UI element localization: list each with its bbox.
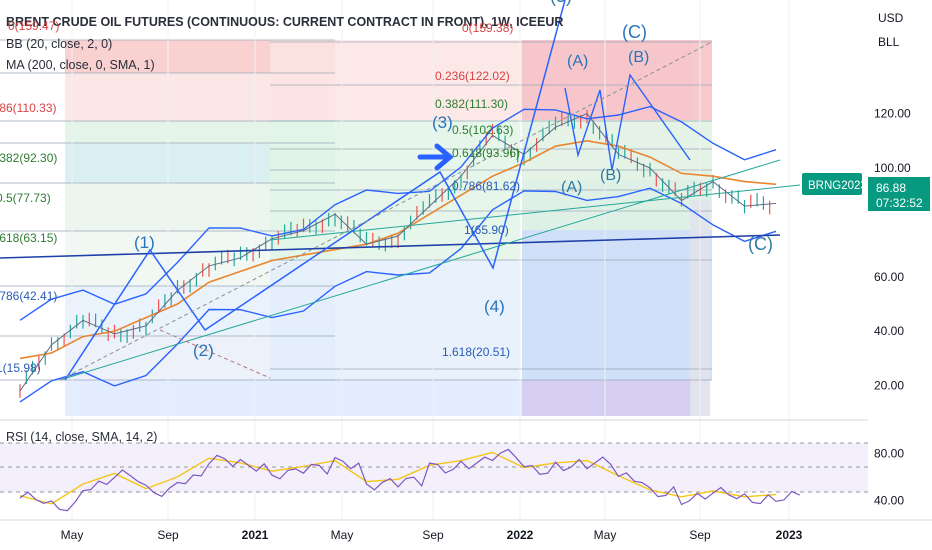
arrow-icon bbox=[417, 143, 454, 171]
fib-label-right-0: 0(159.38) bbox=[462, 21, 513, 35]
rsi-tick-label-0: 80.00 bbox=[874, 447, 904, 461]
price-axis-bg bbox=[868, 0, 932, 550]
time-tick-label-2: 2021 bbox=[242, 528, 269, 542]
axis-currency: USD bbox=[878, 11, 904, 25]
fib-label-right-2: 0.382(111.30) bbox=[435, 97, 508, 111]
fib-diagonal-1 bbox=[59, 41, 713, 381]
fib-label-right-4: 0.618(93.96) bbox=[452, 146, 520, 160]
bb-lower bbox=[19, 187, 777, 403]
price-tick-label-0: 120.00 bbox=[874, 107, 911, 121]
fib-label-right-3: 0.5(102.63) bbox=[452, 123, 513, 137]
fib-label-left-0: 0(159.47) bbox=[8, 19, 59, 33]
chart-title: BRENT CRUDE OIL FUTURES (CONTINUOUS: CUR… bbox=[6, 15, 563, 29]
time-tick-label-8: 2023 bbox=[776, 528, 803, 542]
abc-wave-path bbox=[564, 73, 691, 171]
fib-label-right-7: 1.618(20.51) bbox=[442, 345, 510, 359]
wave-label-4: (A) bbox=[567, 53, 588, 70]
time-tick-label-7: Sep bbox=[689, 528, 711, 542]
wave-label-0: (1) bbox=[134, 233, 155, 252]
fib-label-left-5: .786(42.41) bbox=[0, 289, 57, 303]
fib-label-left-4: .618(63.15) bbox=[0, 231, 57, 245]
long-trendline bbox=[0, 234, 781, 259]
wave-label-3: (4) bbox=[484, 297, 505, 316]
wave-label-2: (3) bbox=[432, 113, 453, 132]
fib-zone-14 bbox=[522, 180, 712, 230]
wave-label-9: (C) bbox=[748, 234, 773, 254]
fib-zone-15 bbox=[522, 230, 712, 380]
price-badge-bg bbox=[868, 177, 930, 211]
symbol-badge-label: BRNG2023 bbox=[808, 180, 867, 192]
fib-label-right-1: 0.236(122.02) bbox=[435, 69, 510, 83]
fib-zone-2 bbox=[65, 121, 335, 143]
rsi-label: RSI (14, close, SMA, 14, 2) bbox=[6, 430, 157, 444]
symbol-badge-bg bbox=[802, 173, 862, 195]
fib-diagonal-2 bbox=[159, 329, 271, 379]
wave-label-1: (2) bbox=[193, 341, 214, 360]
time-tick-label-6: May bbox=[594, 528, 617, 542]
fib-label-left-3: 0.5(77.73) bbox=[0, 191, 51, 205]
fib-label-right-5: 0.786(81.62) bbox=[452, 179, 520, 193]
fib-zone-11 bbox=[270, 260, 520, 380]
price-tick-label-4: 20.00 bbox=[874, 379, 904, 393]
time-tick-label-0: May bbox=[61, 528, 84, 542]
indicator-label-0: BB (20, close, 2, 0) bbox=[6, 37, 112, 51]
indicator-label-1: MA (200, close, 0, SMA, 1) bbox=[6, 58, 155, 72]
wave-label-10: (5) bbox=[550, 0, 572, 6]
wave-label-5: (B) bbox=[628, 49, 649, 66]
price-tick-label-2: 60.00 bbox=[874, 270, 904, 284]
fib-label-left-6: 1(15.98) bbox=[0, 361, 41, 375]
fib-zone-16 bbox=[522, 380, 692, 416]
elliott-wave-path bbox=[64, 0, 566, 381]
rsi-ma-line bbox=[19, 451, 777, 505]
fib-label-left-1: .86(110.33) bbox=[0, 101, 57, 115]
ma-200-line bbox=[19, 139, 777, 360]
last-price-label: 86.88 bbox=[876, 181, 906, 195]
bb-upper bbox=[19, 105, 777, 321]
fib-label-left-2: .382(92.30) bbox=[0, 151, 57, 165]
time-tick-label-5: 2022 bbox=[507, 528, 534, 542]
fib-label-right-6: 1(65.90) bbox=[464, 223, 509, 237]
time-tick-label-4: Sep bbox=[422, 528, 444, 542]
wave-label-8: (B) bbox=[600, 167, 621, 184]
time-tick-label-1: Sep bbox=[157, 528, 179, 542]
price-tick-label-3: 40.00 bbox=[874, 324, 904, 338]
price-tick-label-1: 100.00 bbox=[874, 161, 911, 175]
rsi-tick-label-1: 40.00 bbox=[874, 493, 904, 507]
wave-label-6: (C) bbox=[622, 22, 647, 42]
price-line bbox=[19, 112, 777, 392]
axis-unit: BLL bbox=[878, 35, 900, 49]
channel-lower bbox=[59, 159, 781, 381]
rsi-line bbox=[19, 448, 800, 512]
wave-label-7: (A) bbox=[561, 179, 582, 196]
countdown-label: 07:32:52 bbox=[876, 196, 923, 210]
channel-upper bbox=[269, 184, 801, 241]
fib-zone-12 bbox=[522, 40, 712, 120]
time-tick-label-3: May bbox=[331, 528, 354, 542]
